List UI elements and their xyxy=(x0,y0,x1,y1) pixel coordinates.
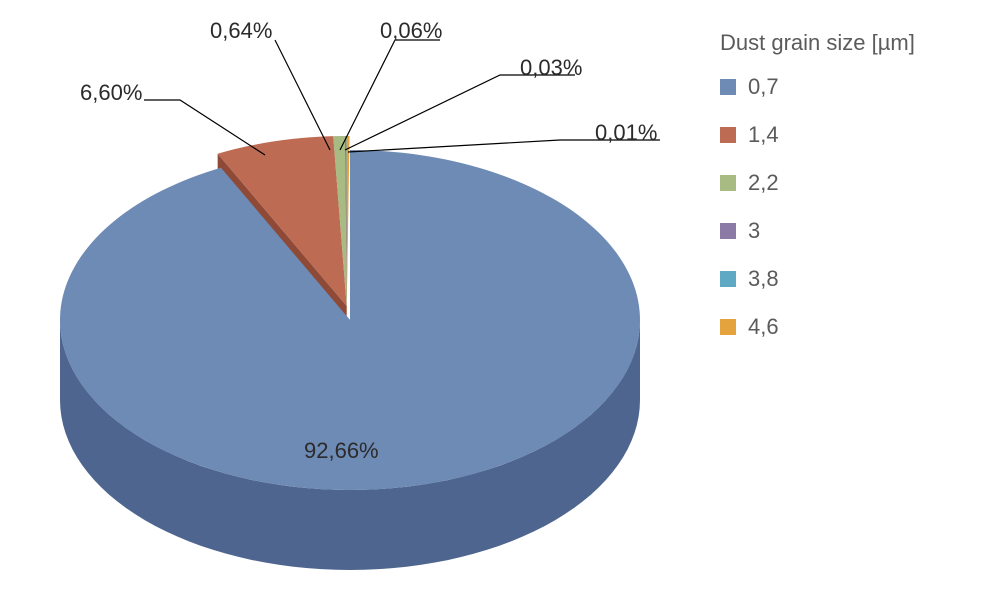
legend-item: 1,4 xyxy=(720,122,915,148)
data-label-1: 6,60% xyxy=(80,80,142,106)
data-label-5: 0,01% xyxy=(595,120,657,146)
chart-stage: { "chart": { "type": "pie-3d", "backgrou… xyxy=(0,0,984,598)
legend-label: 0,7 xyxy=(748,74,779,100)
leader-line xyxy=(275,40,330,150)
data-label-3: 0,06% xyxy=(380,18,442,44)
leader-line xyxy=(345,75,575,150)
leader-line xyxy=(340,40,440,150)
legend-item: 0,7 xyxy=(720,74,915,100)
legend-label: 1,4 xyxy=(748,122,779,148)
legend: Dust grain size [µm] 0,7 1,4 2,2 3 3,8 4,6 xyxy=(720,30,915,362)
legend-label: 4,6 xyxy=(748,314,779,340)
legend-item: 4,6 xyxy=(720,314,915,340)
legend-title: Dust grain size [µm] xyxy=(720,30,915,56)
legend-item: 2,2 xyxy=(720,170,915,196)
legend-label: 3 xyxy=(748,218,760,244)
legend-item: 3,8 xyxy=(720,266,915,292)
pie-slice xyxy=(347,136,350,306)
legend-swatch xyxy=(720,223,736,239)
data-label-main: 92,66% xyxy=(304,438,379,464)
data-label-2: 0,64% xyxy=(210,18,272,44)
legend-swatch xyxy=(720,79,736,95)
legend-label: 3,8 xyxy=(748,266,779,292)
data-label-4: 0,03% xyxy=(520,55,582,81)
legend-label: 2,2 xyxy=(748,170,779,196)
legend-item: 3 xyxy=(720,218,915,244)
legend-swatch xyxy=(720,127,736,143)
legend-swatch xyxy=(720,175,736,191)
legend-swatch xyxy=(720,319,736,335)
legend-swatch xyxy=(720,271,736,287)
